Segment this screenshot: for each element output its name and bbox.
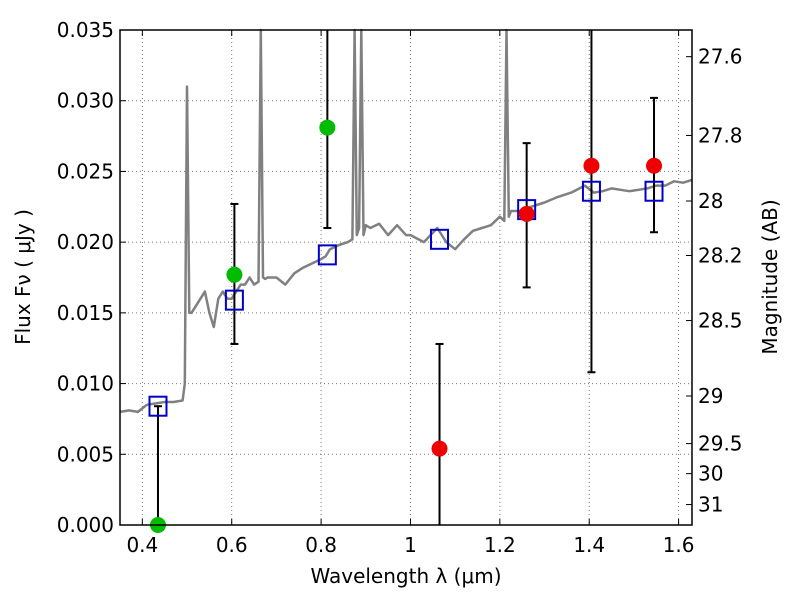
nir-detection-marker (431, 440, 448, 457)
right-axis-ticks: 27.6 27.8 28 28.2 28.5 29 29.5 30 31 (686, 45, 743, 517)
y-tick-label: 0.005 (57, 442, 114, 466)
model-photometry-marker (581, 180, 601, 202)
nir-detection-marker (646, 157, 663, 174)
model-photometry-marker (644, 180, 664, 202)
x-tick-label: 1 (404, 533, 417, 557)
y-tick-label: 0.015 (57, 301, 114, 325)
optical-detection-marker (226, 266, 243, 283)
nir-detection-marker (518, 205, 535, 222)
model-photometry-marker (224, 289, 244, 311)
y-tick-label: 0.030 (57, 89, 114, 113)
right-tick-label: 27.8 (698, 123, 743, 147)
y-tick-label: 0.010 (57, 372, 114, 396)
axes-frame (119, 29, 693, 526)
right-axis-label: Magnitude (AB) (758, 199, 782, 354)
x-tick-label: 0.8 (305, 533, 337, 557)
y-tick-label: 0.025 (57, 159, 114, 183)
right-tick-label: 29.5 (698, 432, 743, 456)
right-tick-label: 29 (698, 384, 723, 408)
y-tick-label: 0.020 (57, 230, 114, 254)
spectrum-line (119, 28, 693, 414)
optical-detection-marker (319, 119, 336, 136)
y-axis-ticks: 0.000 0.005 0.010 0.015 0.020 0.025 0.030 0.035 (57, 18, 126, 537)
y-tick-label: 0.035 (57, 18, 114, 42)
right-tick-label: 31 (698, 493, 723, 517)
right-tick-label: 30 (698, 462, 723, 486)
right-tick-label: 27.6 (698, 45, 743, 69)
right-tick-label: 28.5 (698, 309, 743, 333)
y-axis-label: Flux Fν ( μJy ) (11, 209, 35, 345)
right-tick-label: 28 (698, 189, 723, 213)
right-tick-label: 28.2 (698, 243, 743, 267)
x-axis-ticks: 0.4 0.6 0.8 1 1.2 1.4 1.6 (126, 30, 695, 557)
x-tick-label: 1.2 (484, 533, 516, 557)
grid (120, 29, 692, 526)
model-photometry-marker (317, 244, 337, 266)
x-tick-label: 0.4 (126, 533, 158, 557)
model-photometry-marker (148, 395, 168, 417)
nir-detection-marker (583, 157, 600, 174)
y-tick-label: 0.000 (57, 513, 114, 537)
points-layer (148, 119, 664, 533)
plot-frame (119, 29, 693, 526)
x-tick-label: 1.4 (573, 533, 605, 557)
x-tick-label: 0.6 (216, 533, 248, 557)
spectrum-layer (119, 28, 693, 414)
x-tick-label: 1.6 (663, 533, 695, 557)
model-photometry-marker (430, 228, 450, 250)
x-axis-label: Wavelength λ (μm) (310, 564, 501, 588)
